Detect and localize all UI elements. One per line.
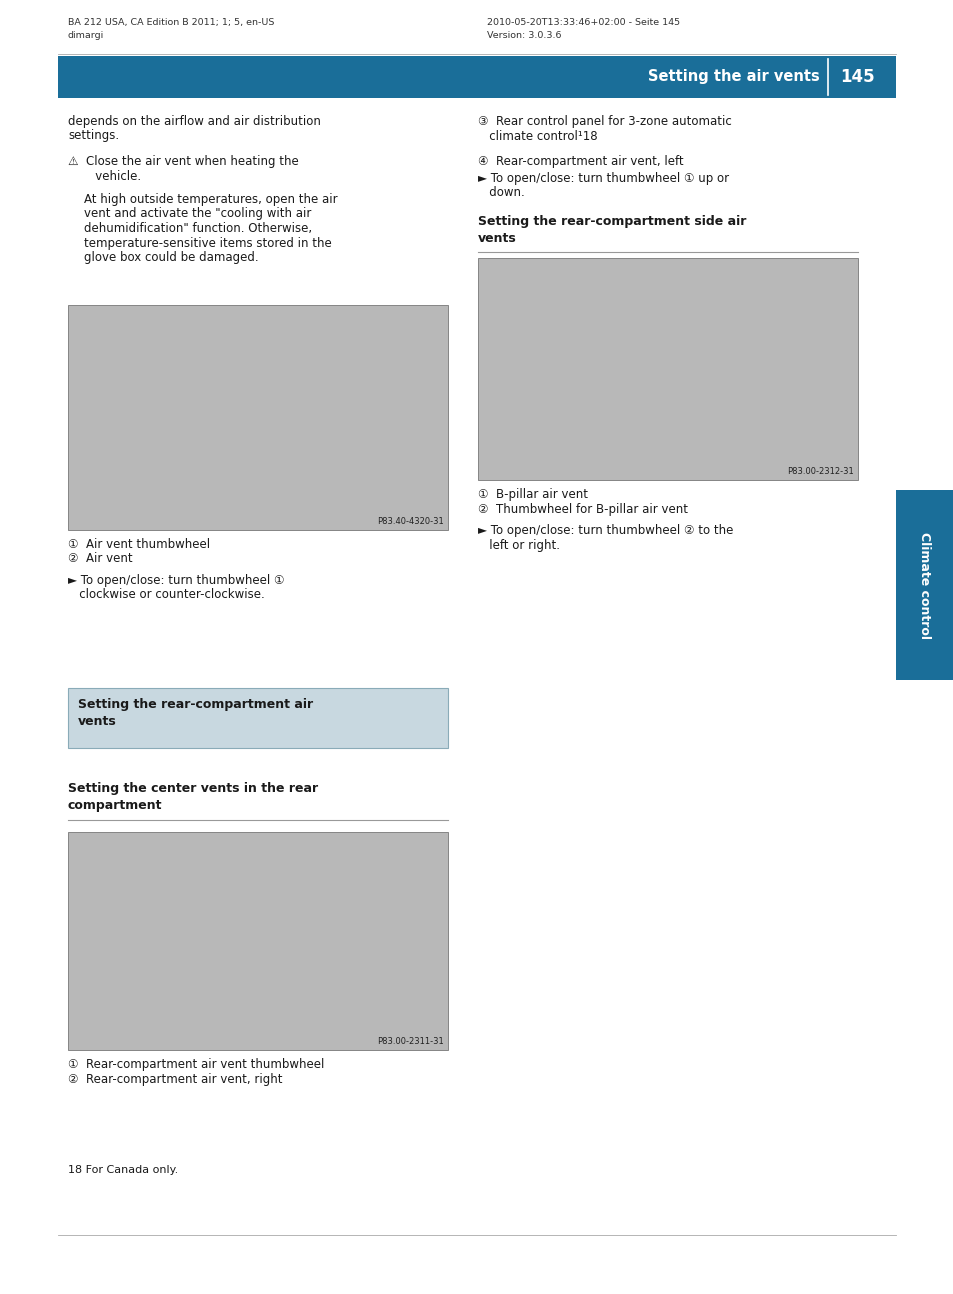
- Text: vehicle.: vehicle.: [84, 170, 141, 182]
- Text: P83.00-2312-31: P83.00-2312-31: [786, 467, 853, 476]
- Text: 18 For Canada only.: 18 For Canada only.: [68, 1165, 178, 1175]
- Text: left or right.: left or right.: [477, 538, 559, 551]
- Bar: [68, 832, 448, 1049]
- Bar: [895, 490, 953, 681]
- Text: climate control¹18: climate control¹18: [477, 129, 597, 142]
- Text: BA 212 USA, CA Edition B 2011; 1; 5, en-US: BA 212 USA, CA Edition B 2011; 1; 5, en-…: [68, 18, 274, 27]
- Bar: [68, 688, 448, 748]
- Text: ③  Rear control panel for 3-zone automatic: ③ Rear control panel for 3-zone automati…: [477, 115, 731, 128]
- Text: ⚠  Close the air vent when heating the: ⚠ Close the air vent when heating the: [68, 155, 298, 168]
- Text: Climate control: Climate control: [918, 532, 930, 638]
- Text: 145: 145: [840, 69, 875, 85]
- Text: 2010-05-20T13:33:46+02:00 - Seite 145: 2010-05-20T13:33:46+02:00 - Seite 145: [486, 18, 679, 27]
- Text: ②  Rear-compartment air vent, right: ② Rear-compartment air vent, right: [68, 1073, 282, 1086]
- Text: ► To open∕close: turn thumbwheel ② to the: ► To open∕close: turn thumbwheel ② to th…: [477, 524, 733, 537]
- Text: ②  Air vent: ② Air vent: [68, 553, 132, 565]
- Text: Setting the air vents: Setting the air vents: [648, 70, 820, 84]
- Text: glove box could be damaged.: glove box could be damaged.: [84, 251, 258, 264]
- Text: P83.40-4320-31: P83.40-4320-31: [376, 518, 443, 525]
- Text: dimargi: dimargi: [68, 31, 104, 40]
- Text: dehumidification" function. Otherwise,: dehumidification" function. Otherwise,: [84, 223, 312, 236]
- Text: clockwise or counter-clockwise.: clockwise or counter-clockwise.: [68, 589, 265, 602]
- Text: ④  Rear-compartment air vent, left: ④ Rear-compartment air vent, left: [477, 155, 683, 168]
- Text: down.: down.: [477, 186, 524, 199]
- Text: ①  B-pillar air vent: ① B-pillar air vent: [477, 488, 587, 501]
- Text: ► To open∕close: turn thumbwheel ① up or: ► To open∕close: turn thumbwheel ① up or: [477, 172, 728, 185]
- Text: Setting the rear-compartment side air
vents: Setting the rear-compartment side air ve…: [477, 215, 745, 245]
- Bar: [477, 258, 857, 480]
- Text: Setting the rear-compartment air
vents: Setting the rear-compartment air vents: [78, 697, 313, 729]
- Text: settings.: settings.: [68, 129, 119, 142]
- Text: Setting the center vents in the rear
compartment: Setting the center vents in the rear com…: [68, 782, 317, 813]
- Text: ► To open∕close: turn thumbwheel ①: ► To open∕close: turn thumbwheel ①: [68, 575, 284, 587]
- Text: vent and activate the "cooling with air: vent and activate the "cooling with air: [84, 207, 311, 220]
- Text: P83.00-2311-31: P83.00-2311-31: [376, 1036, 443, 1046]
- Text: At high outside temperatures, open the air: At high outside temperatures, open the a…: [84, 193, 337, 206]
- Text: Version: 3.0.3.6: Version: 3.0.3.6: [486, 31, 561, 40]
- Bar: [58, 56, 895, 98]
- Text: ①  Rear-compartment air vent thumbwheel: ① Rear-compartment air vent thumbwheel: [68, 1058, 324, 1071]
- Text: ②  Thumbwheel for B-pillar air vent: ② Thumbwheel for B-pillar air vent: [477, 502, 687, 515]
- Text: temperature-sensitive items stored in the: temperature-sensitive items stored in th…: [84, 237, 332, 250]
- Text: depends on the airflow and air distribution: depends on the airflow and air distribut…: [68, 115, 320, 128]
- Text: ①  Air vent thumbwheel: ① Air vent thumbwheel: [68, 538, 210, 551]
- Bar: [68, 305, 448, 531]
